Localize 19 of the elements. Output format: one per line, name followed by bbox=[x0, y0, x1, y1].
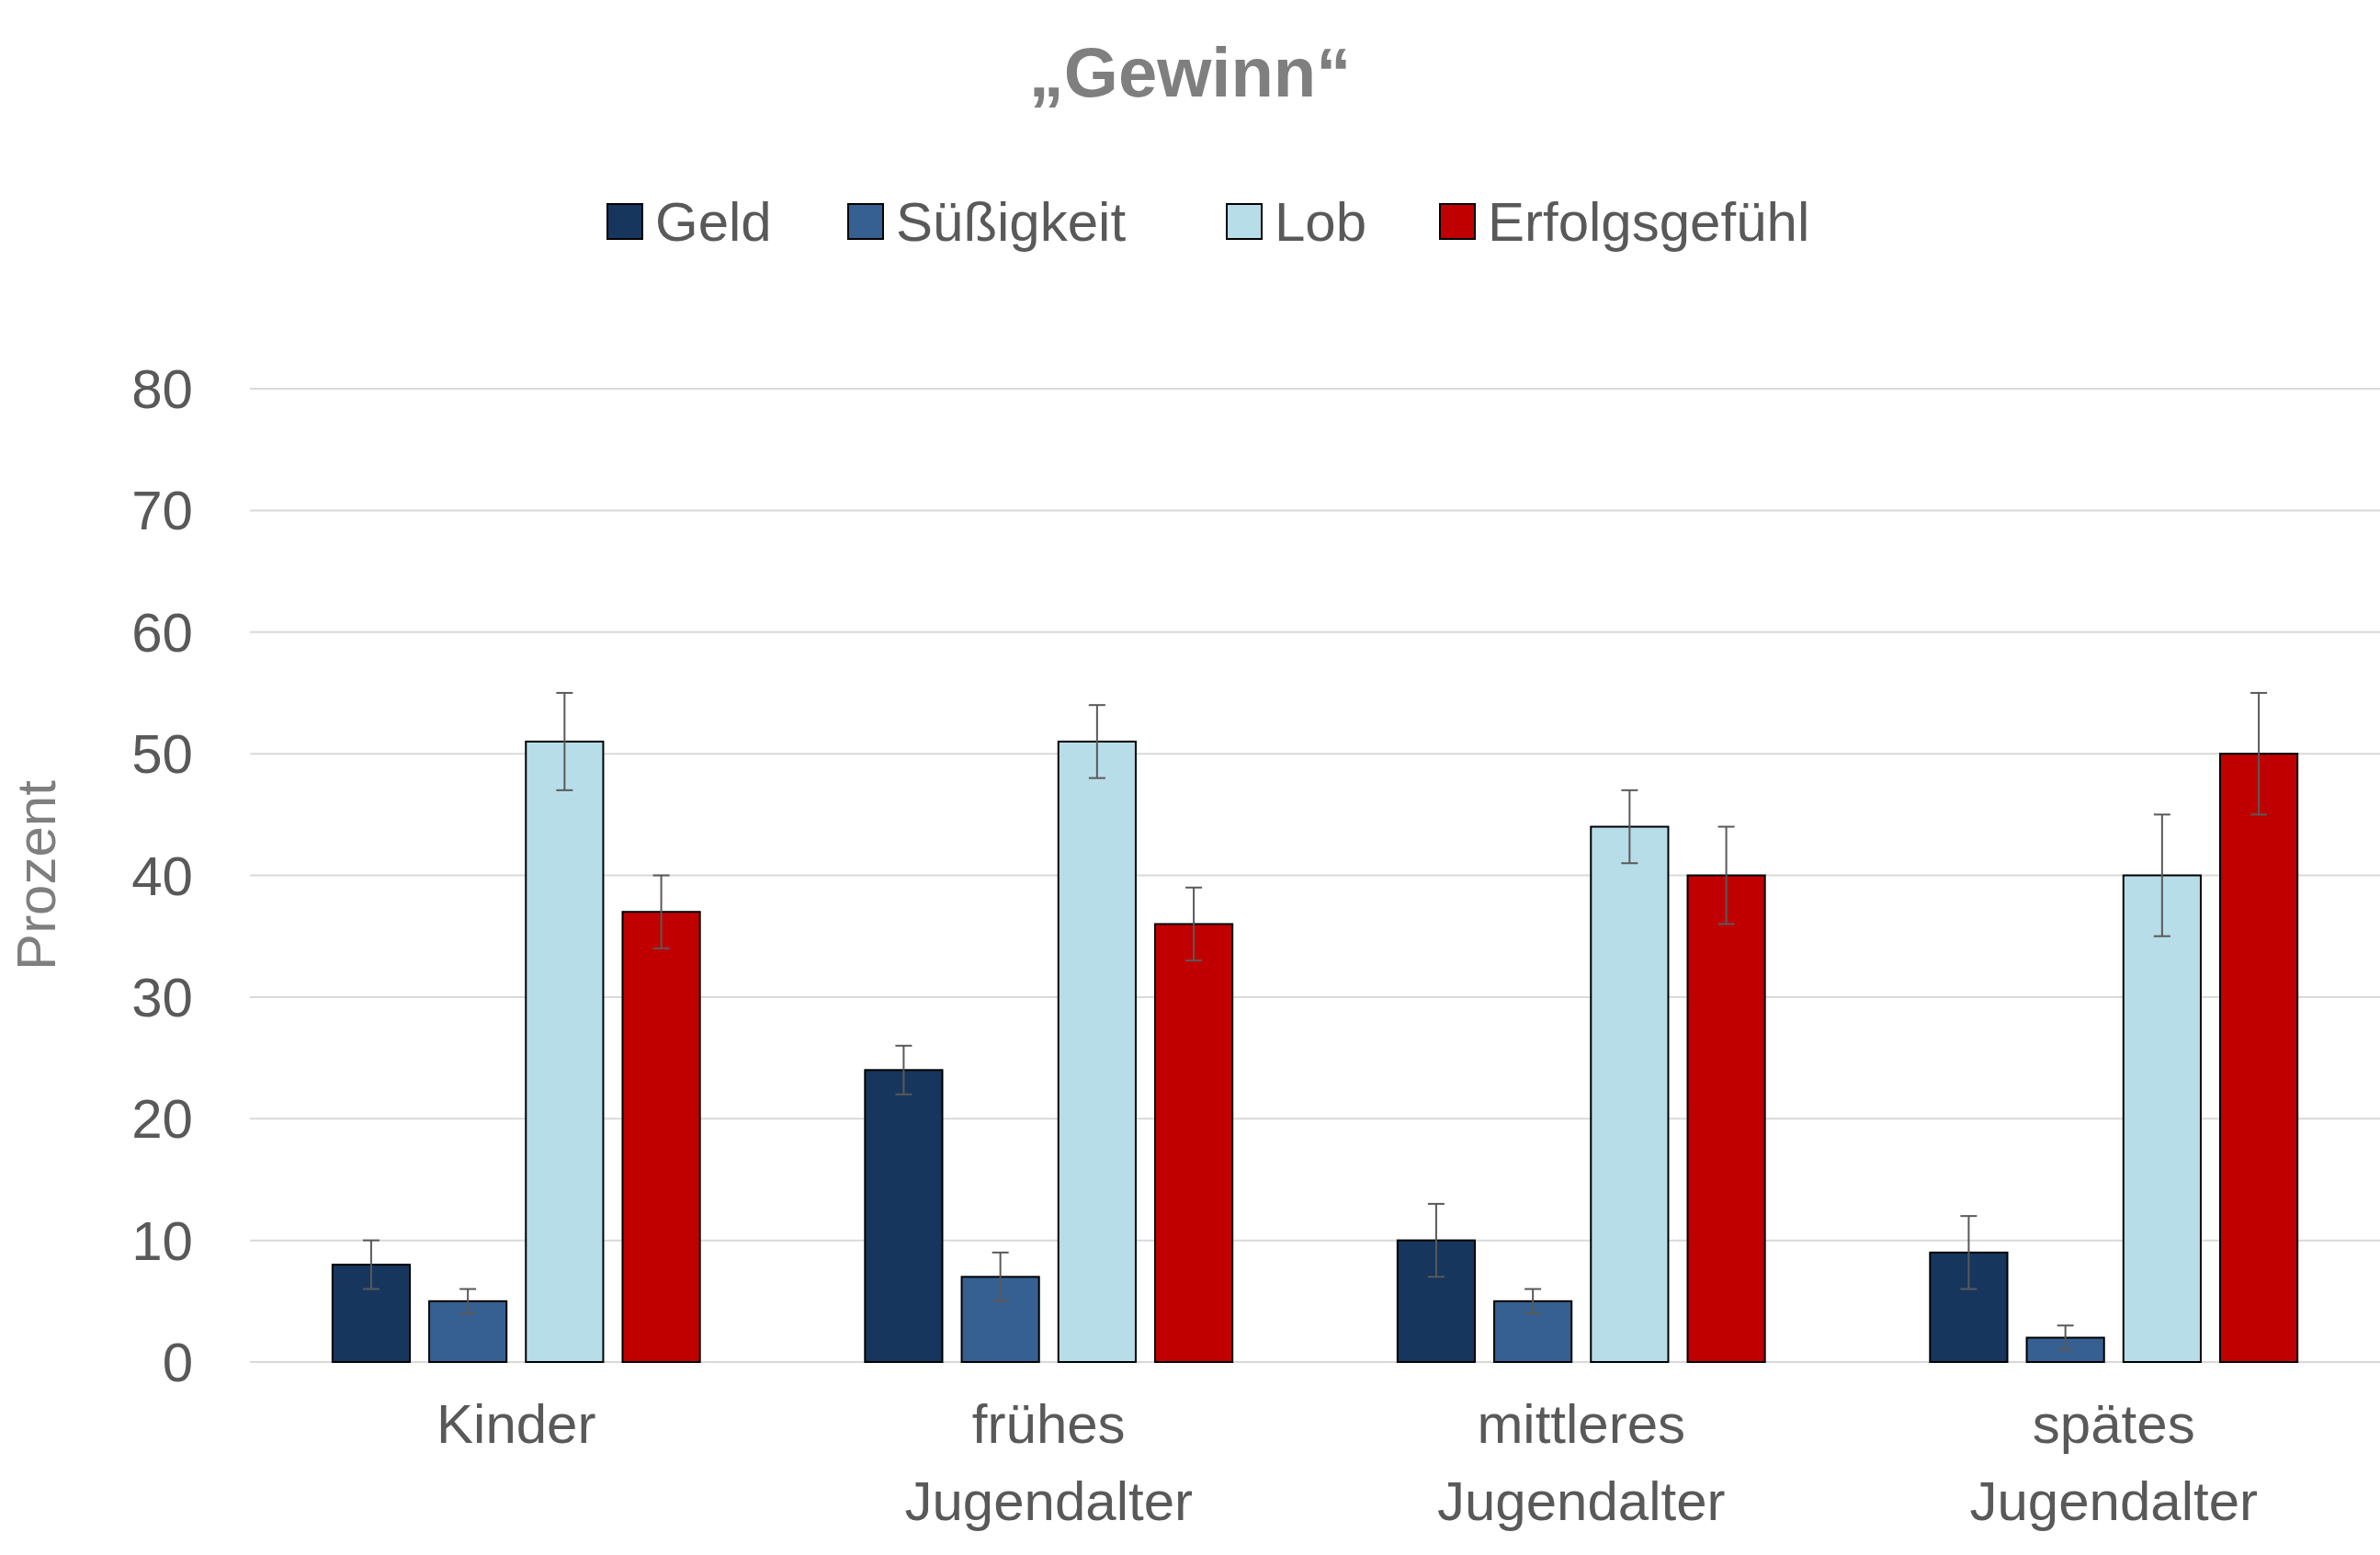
x-tick-label: Kinder bbox=[436, 1393, 596, 1455]
legend-label: Süßigkeit bbox=[896, 191, 1127, 253]
x-tick-label: frühes Jugendalter bbox=[904, 1393, 1194, 1532]
x-tick-label: spätes Jugendalter bbox=[1969, 1393, 2259, 1532]
y-tick-label: 70 bbox=[131, 480, 193, 542]
y-tick-label: 30 bbox=[131, 966, 193, 1028]
y-tick-label: 20 bbox=[131, 1088, 193, 1151]
y-tick-label: 0 bbox=[162, 1332, 193, 1393]
y-axis-title: Prozent bbox=[6, 779, 67, 970]
chart-title: „Gewinn“ bbox=[1028, 33, 1352, 111]
y-tick-label: 80 bbox=[131, 358, 193, 420]
y-tick-label: 60 bbox=[131, 601, 193, 664]
y-tick-label: 50 bbox=[131, 723, 193, 786]
legend-label: Geld bbox=[655, 191, 772, 253]
legend-label: Lob bbox=[1275, 191, 1367, 253]
y-tick-label: 40 bbox=[131, 845, 193, 907]
legend-label: Erfolgsgefühl bbox=[1488, 191, 1810, 253]
x-tick-label: mittleres Jugendalter bbox=[1436, 1393, 1726, 1532]
y-tick-label: 10 bbox=[131, 1209, 193, 1272]
